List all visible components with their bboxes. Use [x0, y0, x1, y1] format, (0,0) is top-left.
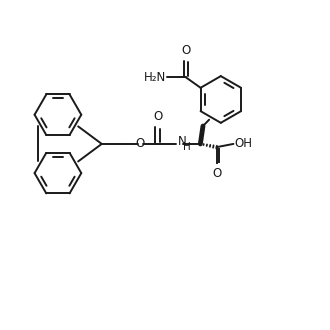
Text: N: N [178, 135, 186, 148]
Text: O: O [212, 167, 221, 180]
Text: O: O [135, 137, 144, 150]
Text: O: O [182, 44, 191, 57]
Text: OH: OH [234, 137, 252, 150]
Text: H: H [182, 142, 190, 152]
Text: H₂N: H₂N [144, 71, 166, 84]
Text: O: O [153, 111, 162, 123]
